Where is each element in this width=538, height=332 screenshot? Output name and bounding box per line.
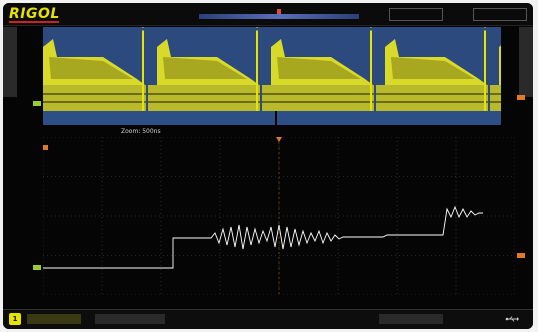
ch1-overview-marker[interactable] bbox=[33, 101, 41, 106]
top-status-bar: RIGOL bbox=[3, 3, 533, 26]
ch1-button[interactable]: 1 bbox=[9, 313, 21, 325]
ch1-scale-readout[interactable] bbox=[27, 314, 81, 324]
rigol-logo: RIGOL bbox=[9, 6, 60, 22]
right-menu-tab[interactable] bbox=[519, 27, 533, 97]
oscilloscope-screen: RIGOL bbox=[3, 3, 533, 329]
logo-underline bbox=[9, 21, 59, 23]
trigger-marks bbox=[276, 137, 282, 295]
cursor-marker[interactable] bbox=[43, 145, 48, 150]
bottom-status-bar: 1 bbox=[3, 309, 533, 329]
zoom-overview-window[interactable] bbox=[43, 27, 501, 111]
grid-lines bbox=[43, 137, 515, 295]
left-menu-tab[interactable] bbox=[3, 27, 17, 97]
math-tab[interactable] bbox=[379, 314, 443, 324]
channel-readout[interactable] bbox=[473, 8, 527, 21]
trigger-readout[interactable] bbox=[389, 8, 443, 21]
ch2-tab[interactable] bbox=[95, 314, 165, 324]
trigger-position-marker bbox=[277, 9, 281, 14]
overview-center-divider bbox=[275, 111, 277, 125]
trigger-level-marker[interactable] bbox=[517, 253, 525, 258]
ch1-offset-marker[interactable] bbox=[33, 265, 41, 270]
usb-icon bbox=[505, 316, 519, 322]
ch1-waveform bbox=[43, 205, 483, 269]
overview-waveform bbox=[43, 27, 501, 111]
memory-position-bar[interactable] bbox=[199, 14, 359, 19]
zoom-label: Zoom: 500ns bbox=[121, 128, 161, 135]
overview-position-strip[interactable] bbox=[43, 111, 501, 125]
waveform-grid[interactable] bbox=[43, 137, 515, 295]
trigger-level-overview-marker[interactable] bbox=[517, 95, 525, 100]
